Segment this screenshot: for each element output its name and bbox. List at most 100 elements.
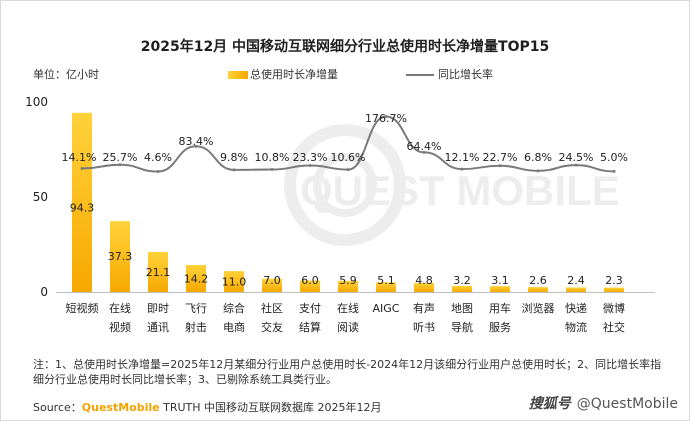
line-value-label: 176.7% — [365, 112, 407, 125]
x-category-line: 浏览器 — [522, 301, 555, 315]
x-category-line: 交友 — [261, 320, 283, 334]
line-value-label: 12.1% — [445, 151, 480, 164]
x-category-line: 电商 — [223, 320, 245, 334]
bar — [604, 287, 624, 292]
line-value-label: 6.8% — [524, 151, 552, 164]
chart-title: 2025年12月 中国移动互联网细分行业总使用时长净增量TOP15 — [140, 39, 550, 55]
x-category-line: 支付 — [299, 302, 321, 315]
x-category-label: 社区交友 — [261, 301, 283, 334]
source-text: TRUTH 中国移动互联网数据库 2025年12月 — [159, 401, 382, 414]
x-category-label: 综合电商 — [223, 301, 245, 334]
bar-value-label: 2.4 — [567, 274, 585, 287]
bar-value-label: 3.2 — [453, 274, 471, 287]
bar-value-label: 4.8 — [415, 274, 433, 287]
x-category-line: 阅读 — [337, 320, 359, 334]
x-category-label: 用车服务 — [489, 301, 511, 334]
bar — [300, 280, 320, 292]
x-category-label: 支付结算 — [299, 302, 321, 334]
x-category-label: 在线视频 — [109, 301, 131, 334]
x-category-line: 在线 — [337, 301, 359, 315]
bar-value-label: 6.0 — [301, 274, 319, 287]
bar — [148, 251, 168, 292]
legend-bar-swatch — [228, 71, 248, 79]
bar-value-label: 3.1 — [491, 274, 509, 287]
x-category-label: 微博社交 — [603, 301, 625, 334]
x-category-line: 即时 — [147, 302, 169, 315]
legend-bar-label: 总使用时长净增量 — [250, 68, 338, 81]
bar-value-label: 5.9 — [339, 274, 357, 287]
bar-value-label: 11.0 — [222, 276, 247, 289]
line-point — [612, 169, 616, 173]
x-category-line: 综合 — [223, 301, 245, 315]
line-value-label: 9.8% — [220, 151, 248, 164]
bar-value-label: 2.6 — [529, 274, 547, 287]
legend-line-swatch — [406, 74, 434, 76]
legend-bar-item: 总使用时长净增量 — [228, 66, 338, 82]
x-category-line: 有声 — [413, 301, 435, 315]
y-tick-label: 100 — [25, 95, 48, 109]
x-category-line: 导航 — [451, 320, 473, 334]
x-category-label: 短视频 — [66, 301, 99, 315]
line-point — [80, 166, 84, 170]
x-category-line: 听书 — [413, 321, 435, 334]
line-value-label: 23.3% — [293, 151, 328, 164]
line-point — [270, 168, 274, 172]
bar-value-label: 37.3 — [108, 250, 133, 263]
x-category-line: 微博 — [603, 301, 625, 315]
legend-line-item: 同比增长率 — [406, 66, 493, 82]
line-value-label: 14.1% — [62, 151, 97, 164]
line-point — [194, 144, 198, 148]
bar — [186, 265, 206, 292]
bar — [414, 282, 434, 292]
x-category-line: 社区 — [261, 301, 283, 315]
line-value-label: 10.6% — [331, 151, 366, 164]
line-value-label: 4.6% — [144, 151, 172, 164]
svg-text:QUEST MOBILE: QUEST MOBILE — [300, 167, 620, 214]
bar-value-label: 21.1 — [146, 266, 171, 279]
questmobile-background-logo: QUEST MOBILE — [284, 124, 620, 246]
x-category-label: 快递物流 — [565, 301, 587, 334]
line-point — [384, 114, 388, 118]
x-category-label: 在线阅读 — [337, 301, 359, 334]
footnote: 注：1、总使用时长净增量=2025年12月某细分行业用户总使用时长-2024年1… — [33, 358, 662, 386]
bar — [262, 278, 282, 292]
line-value-label: 83.4% — [179, 135, 214, 148]
x-category-line: 服务 — [489, 321, 511, 334]
x-category-line: 在线 — [109, 301, 131, 315]
unit-label: 单位：亿小时 — [33, 68, 99, 81]
x-category-label: 浏览器 — [522, 301, 555, 315]
x-category-line: 短视频 — [66, 301, 99, 315]
watermark-handle: @QuestMobile — [576, 396, 678, 412]
source-line: Source：QuestMobile TRUTH 中国移动互联网数据库 2025… — [33, 399, 382, 415]
line-point — [498, 164, 502, 168]
growth-rate-line — [81, 115, 615, 173]
bar-value-label: 5.1 — [377, 274, 395, 287]
y-tick-label: 50 — [33, 190, 48, 204]
bar — [72, 112, 92, 292]
source-prefix: Source： — [33, 401, 82, 414]
x-category-line: 用车 — [489, 301, 511, 315]
line-point — [460, 167, 464, 171]
bar — [338, 280, 358, 292]
bar — [224, 271, 244, 292]
bar — [566, 287, 586, 292]
line-value-label: 64.4% — [407, 140, 442, 153]
line-point — [536, 169, 540, 173]
x-category-label: 飞行射击 — [185, 302, 207, 334]
line-point — [346, 168, 350, 172]
y-tick-label: 0 — [40, 285, 48, 299]
line-point — [118, 163, 122, 167]
x-category-line: 物流 — [565, 320, 587, 334]
line-point — [422, 150, 426, 154]
x-category-line: 射击 — [185, 320, 207, 334]
source-brand: QuestMobile — [81, 401, 160, 414]
line-value-label: 5.0% — [600, 151, 628, 164]
x-category-label: 即时通讯 — [147, 302, 169, 334]
x-category-label: 地图导航 — [451, 302, 473, 334]
bar — [528, 287, 548, 292]
line-value-label: 10.8% — [255, 151, 290, 164]
x-category-line: 快递 — [565, 301, 587, 315]
bar-value-label: 94.3 — [70, 201, 95, 214]
bar-value-label: 7.0 — [263, 274, 281, 287]
